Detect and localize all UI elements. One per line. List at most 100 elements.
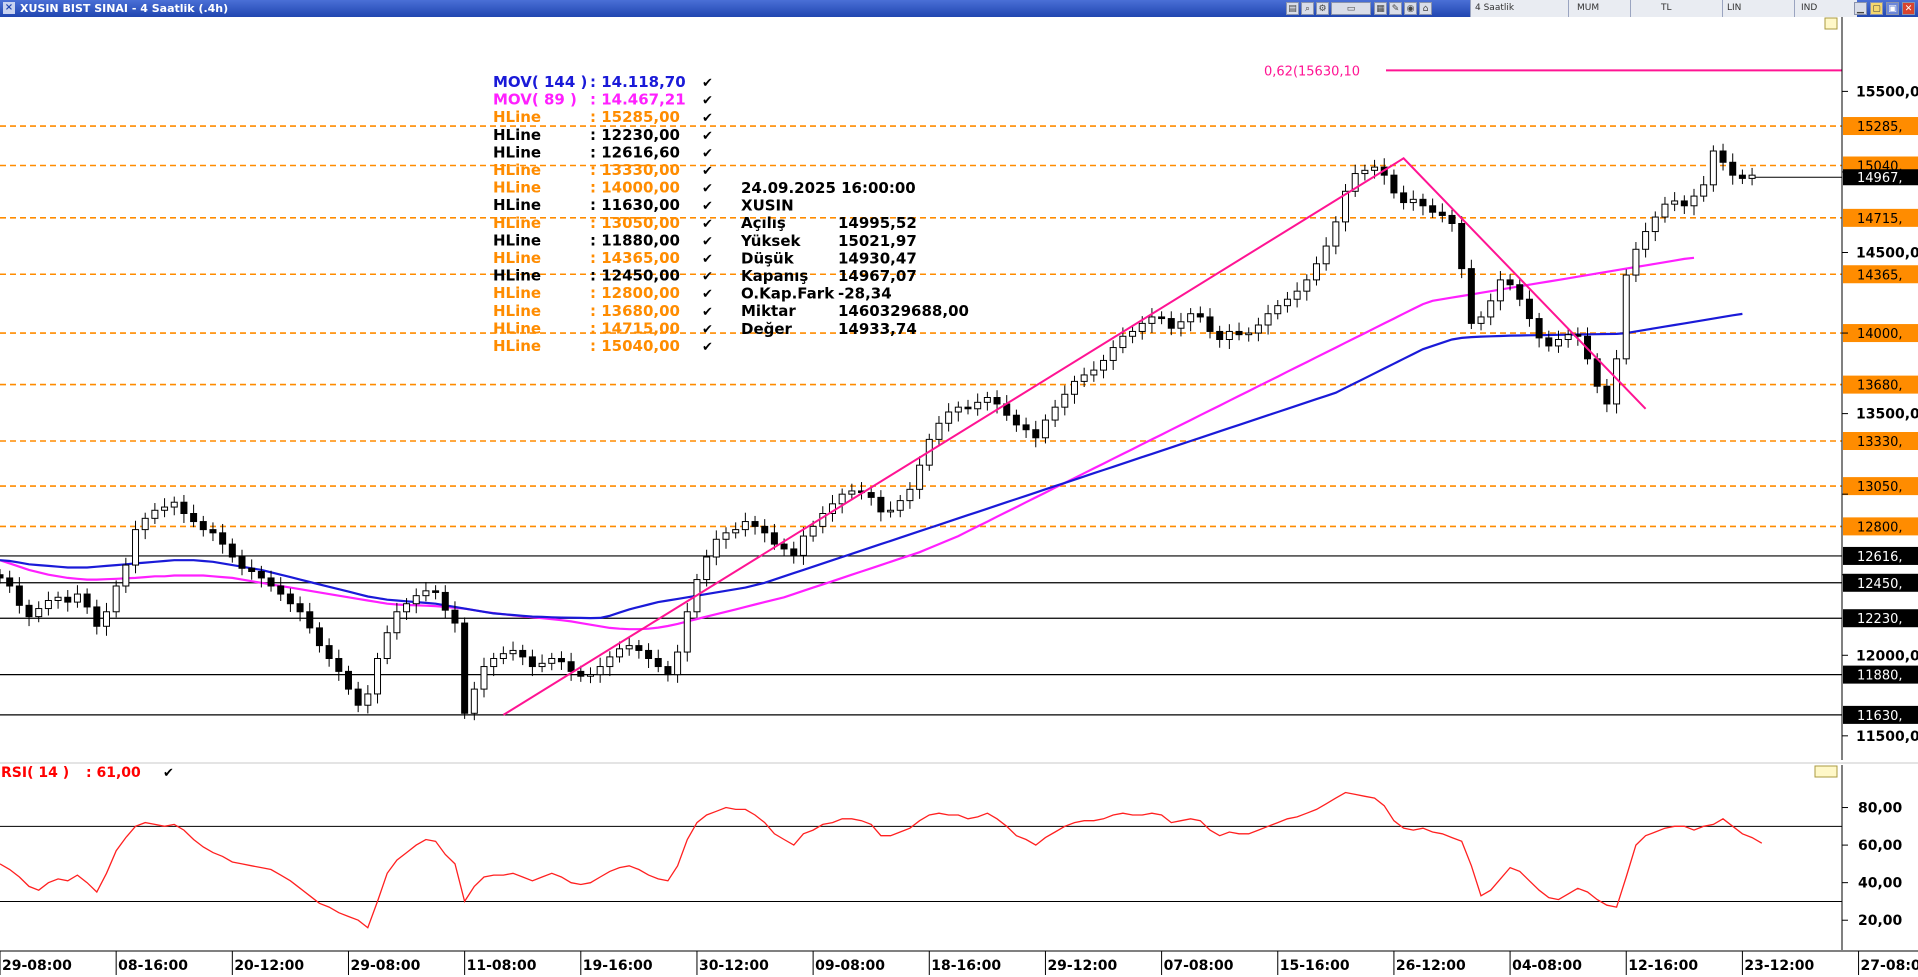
toolbar-template-icon[interactable]: ▭ bbox=[1331, 2, 1371, 15]
candle-body bbox=[1100, 359, 1108, 371]
info-label: Değer bbox=[741, 320, 793, 338]
legend-check-icon[interactable]: ✔ bbox=[702, 94, 713, 109]
candle-body bbox=[1467, 268, 1475, 324]
time-tick-label: 11-08:00 bbox=[467, 958, 537, 974]
candle-body bbox=[422, 590, 430, 597]
info-value: -28,34 bbox=[838, 285, 892, 303]
candle-body bbox=[548, 658, 556, 664]
legend-check-icon[interactable]: ✔ bbox=[702, 252, 713, 267]
toolbar-minimize-icon[interactable]: ▁ bbox=[1854, 2, 1867, 15]
candle-body bbox=[1680, 200, 1688, 207]
legend-check-icon[interactable]: ✔ bbox=[702, 270, 713, 285]
hline-tag-label: 13050, bbox=[1857, 480, 1903, 495]
candle-body bbox=[1041, 419, 1049, 439]
legend-check-icon[interactable]: ✔ bbox=[702, 199, 713, 214]
candle-body bbox=[1448, 214, 1456, 224]
period-selector[interactable]: 4 Saatlik bbox=[1470, 0, 1569, 17]
chart-background bbox=[0, 17, 1918, 977]
toolbar-zoom-icon[interactable]: ⌕ bbox=[1301, 2, 1314, 15]
toolbar-close-icon[interactable]: ✕ bbox=[1902, 2, 1915, 15]
candle-body bbox=[161, 506, 169, 511]
info-label: Kapanış bbox=[741, 267, 808, 285]
legend-value: : 14000,00 bbox=[590, 179, 680, 197]
toolbar-maximize-icon[interactable]: ▣ bbox=[1886, 2, 1899, 15]
candle-body bbox=[1080, 374, 1088, 382]
candle-body bbox=[122, 564, 130, 587]
candle-body bbox=[170, 501, 178, 508]
candle-body bbox=[364, 693, 372, 706]
legend-check-icon[interactable]: ✔ bbox=[702, 182, 713, 197]
candle-body bbox=[35, 608, 43, 618]
price-tick-label: 12000,0 bbox=[1856, 648, 1918, 664]
candle-body bbox=[1254, 324, 1262, 334]
scale-selector[interactable]: LIN bbox=[1722, 0, 1795, 17]
toolbar-restore-icon[interactable]: ▢ bbox=[1870, 2, 1883, 15]
candle-body bbox=[93, 606, 101, 627]
legend-check-icon[interactable]: ✔ bbox=[702, 76, 713, 91]
rsi-panel-menu-icon[interactable] bbox=[1814, 765, 1838, 778]
info-label: Açılış bbox=[741, 214, 786, 232]
candle-body bbox=[770, 532, 778, 545]
legend-check-icon[interactable]: ✔ bbox=[702, 305, 713, 320]
legend-check-icon[interactable]: ✔ bbox=[702, 146, 713, 161]
candle-body bbox=[741, 521, 749, 531]
info-symbol: XUSIN bbox=[741, 197, 794, 215]
candle-body bbox=[325, 645, 333, 659]
toolbar-lock-icon[interactable]: ⌂ bbox=[1419, 2, 1432, 15]
legend-check-icon[interactable]: ✔ bbox=[702, 322, 713, 337]
legend-check-icon[interactable]: ✔ bbox=[702, 234, 713, 249]
candle-body bbox=[1642, 231, 1650, 250]
price-chart[interactable]: 15285,15040,14715,14365,14000,13680,1333… bbox=[0, 17, 1918, 977]
toolbar-settings-icon[interactable]: ⚙ bbox=[1316, 2, 1329, 15]
candle-body bbox=[461, 622, 469, 714]
info-value: 15021,97 bbox=[838, 232, 917, 250]
hline-tag-label: 13330, bbox=[1857, 435, 1903, 450]
toolbar-chart-icon[interactable]: ▤ bbox=[1286, 2, 1299, 15]
time-tick-label: 27-08:00 bbox=[1861, 958, 1918, 974]
candle-body bbox=[1525, 298, 1533, 320]
legend-name: MOV( 144 ) bbox=[493, 73, 587, 91]
time-tick-label: 15-16:00 bbox=[1280, 958, 1350, 974]
candle-body bbox=[635, 645, 643, 651]
candle-body bbox=[1225, 330, 1233, 341]
candle-body bbox=[887, 509, 895, 513]
legend-check-icon[interactable]: ✔ bbox=[702, 340, 713, 355]
candle-body bbox=[674, 651, 682, 676]
candle-body bbox=[354, 688, 362, 706]
time-tick-label: 23-12:00 bbox=[1744, 958, 1814, 974]
price-tick-label: 13500,0 bbox=[1856, 407, 1918, 423]
toolbar-pencil-icon[interactable]: ✎ bbox=[1389, 2, 1402, 15]
candle-body bbox=[1371, 166, 1379, 171]
candle-body bbox=[722, 532, 730, 540]
candle-body bbox=[557, 658, 565, 663]
currency-selector[interactable]: TL bbox=[1630, 0, 1749, 17]
candle-body bbox=[306, 611, 314, 629]
price-panel-menu-icon[interactable] bbox=[1824, 17, 1838, 30]
legend-check-icon[interactable]: ✔ bbox=[702, 287, 713, 302]
legend-check-icon[interactable]: ✔ bbox=[702, 217, 713, 232]
chart-style-selector[interactable]: MUM bbox=[1568, 0, 1633, 17]
legend-check-icon[interactable]: ✔ bbox=[702, 129, 713, 144]
rsi-legend-check-icon[interactable]: ✔ bbox=[163, 766, 174, 781]
window-close-icon[interactable]: × bbox=[3, 2, 15, 14]
candle-body bbox=[248, 567, 256, 572]
candle-body bbox=[732, 529, 740, 534]
hline-tag-label: 14000, bbox=[1857, 327, 1903, 342]
info-datetime: 24.09.2025 16:00:00 bbox=[741, 179, 916, 197]
legend-check-icon[interactable]: ✔ bbox=[702, 111, 713, 126]
rsi-tick-label: 60,00 bbox=[1858, 838, 1903, 854]
toolbar-eye-icon[interactable]: ◉ bbox=[1404, 2, 1417, 15]
info-label: Düşük bbox=[741, 249, 795, 267]
candle-body bbox=[867, 492, 875, 498]
toolbar-grid-icon[interactable]: ▦ bbox=[1374, 2, 1387, 15]
candle-body bbox=[1603, 385, 1611, 405]
legend-check-icon[interactable]: ✔ bbox=[702, 164, 713, 179]
candle-body bbox=[44, 600, 52, 610]
trendline[interactable] bbox=[502, 157, 1647, 716]
candle-body bbox=[683, 611, 691, 653]
candle-body bbox=[1419, 198, 1427, 207]
mode-selector[interactable]: IND bbox=[1794, 0, 1857, 17]
legend-value: : 13330,00 bbox=[590, 161, 680, 179]
candle-body bbox=[1545, 337, 1553, 347]
